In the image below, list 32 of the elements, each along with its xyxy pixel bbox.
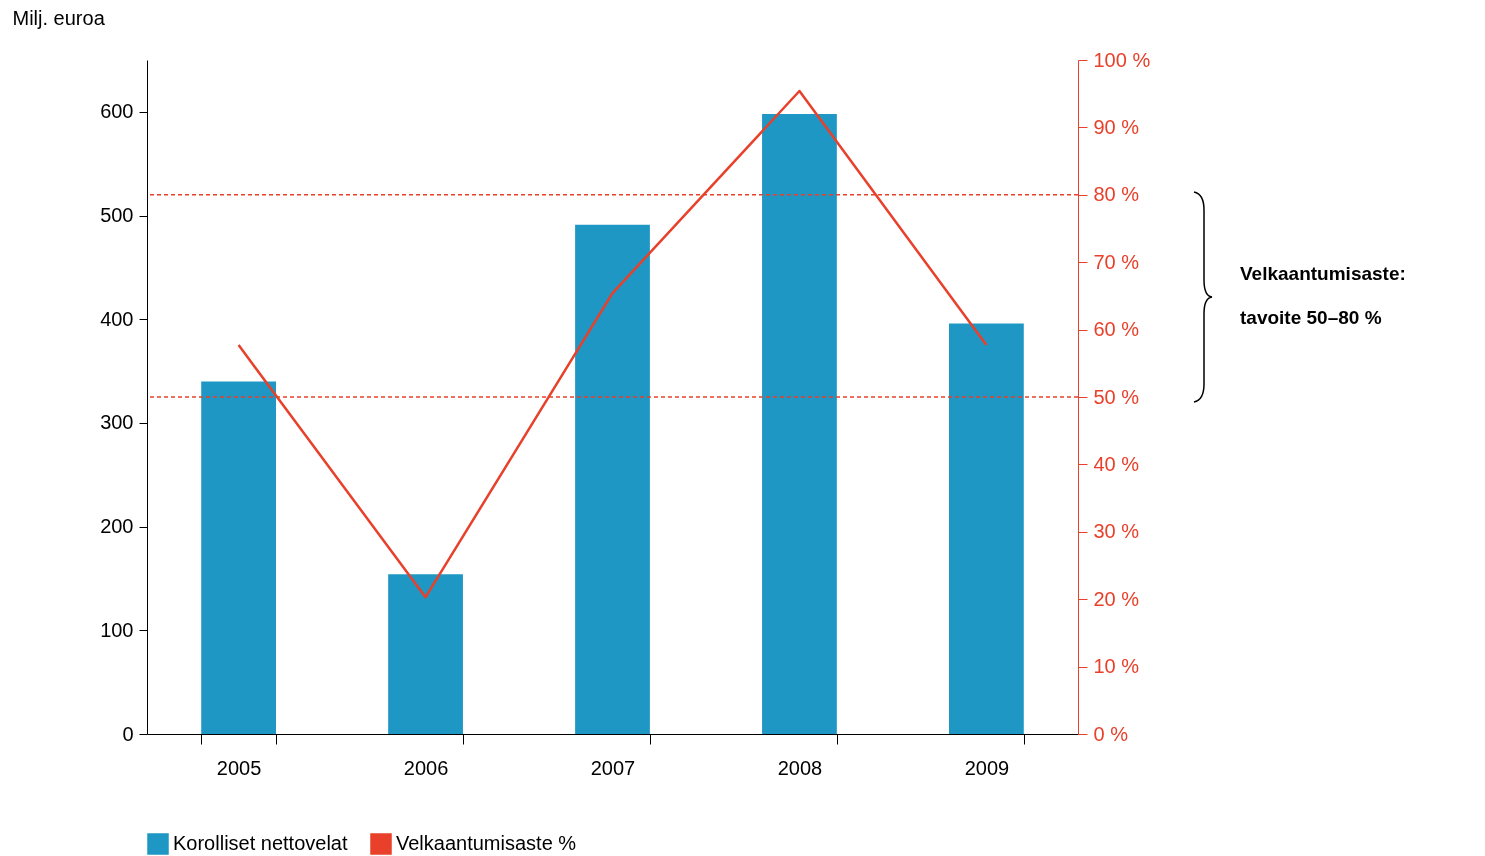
x-tick-label: 2009 (964, 756, 1010, 779)
y-tick-label: 300 (100, 411, 134, 434)
legend-label: Korolliset nettovelat (173, 832, 348, 854)
y-tick-label: 600 (100, 100, 134, 123)
y2-tick-label: 100 % (1093, 48, 1151, 71)
bar (949, 323, 1024, 734)
legend-label: Velkaantumisaste % (396, 832, 577, 854)
y-tick-label: 200 (100, 515, 134, 538)
y-axis-title: Milj. euroa (12, 6, 106, 29)
bar (575, 224, 650, 734)
y2-tick-label: 0 % (1093, 722, 1129, 745)
x-tick-label: 2008 (777, 756, 823, 779)
bar (388, 574, 463, 734)
y2-tick-label: 70 % (1093, 250, 1140, 273)
y2-tick-label: 10 % (1093, 655, 1140, 678)
bar (201, 381, 276, 734)
y-tick-label: 0 (122, 722, 134, 745)
text: Velkaantumisaste: tavoite 50–80 % (1240, 263, 1406, 328)
bar (762, 113, 837, 734)
y2-tick-label: 80 % (1093, 183, 1140, 206)
x-tick-label: 2005 (216, 756, 262, 779)
y-tick-label: 100 (100, 618, 134, 641)
x-tick-label: 2006 (403, 756, 449, 779)
y-tick-label: 400 (100, 307, 134, 330)
y2-tick-label: 20 % (1093, 587, 1140, 610)
y2-tick-label: 60 % (1093, 318, 1140, 341)
x-tick-label: 2007 (590, 756, 636, 779)
y2-tick-label: 90 % (1093, 115, 1140, 138)
y2-tick-label: 30 % (1093, 520, 1140, 543)
y2-tick-label: 40 % (1093, 452, 1140, 475)
y2-tick-label: 50 % (1093, 385, 1140, 408)
y-tick-label: 500 (100, 204, 134, 227)
